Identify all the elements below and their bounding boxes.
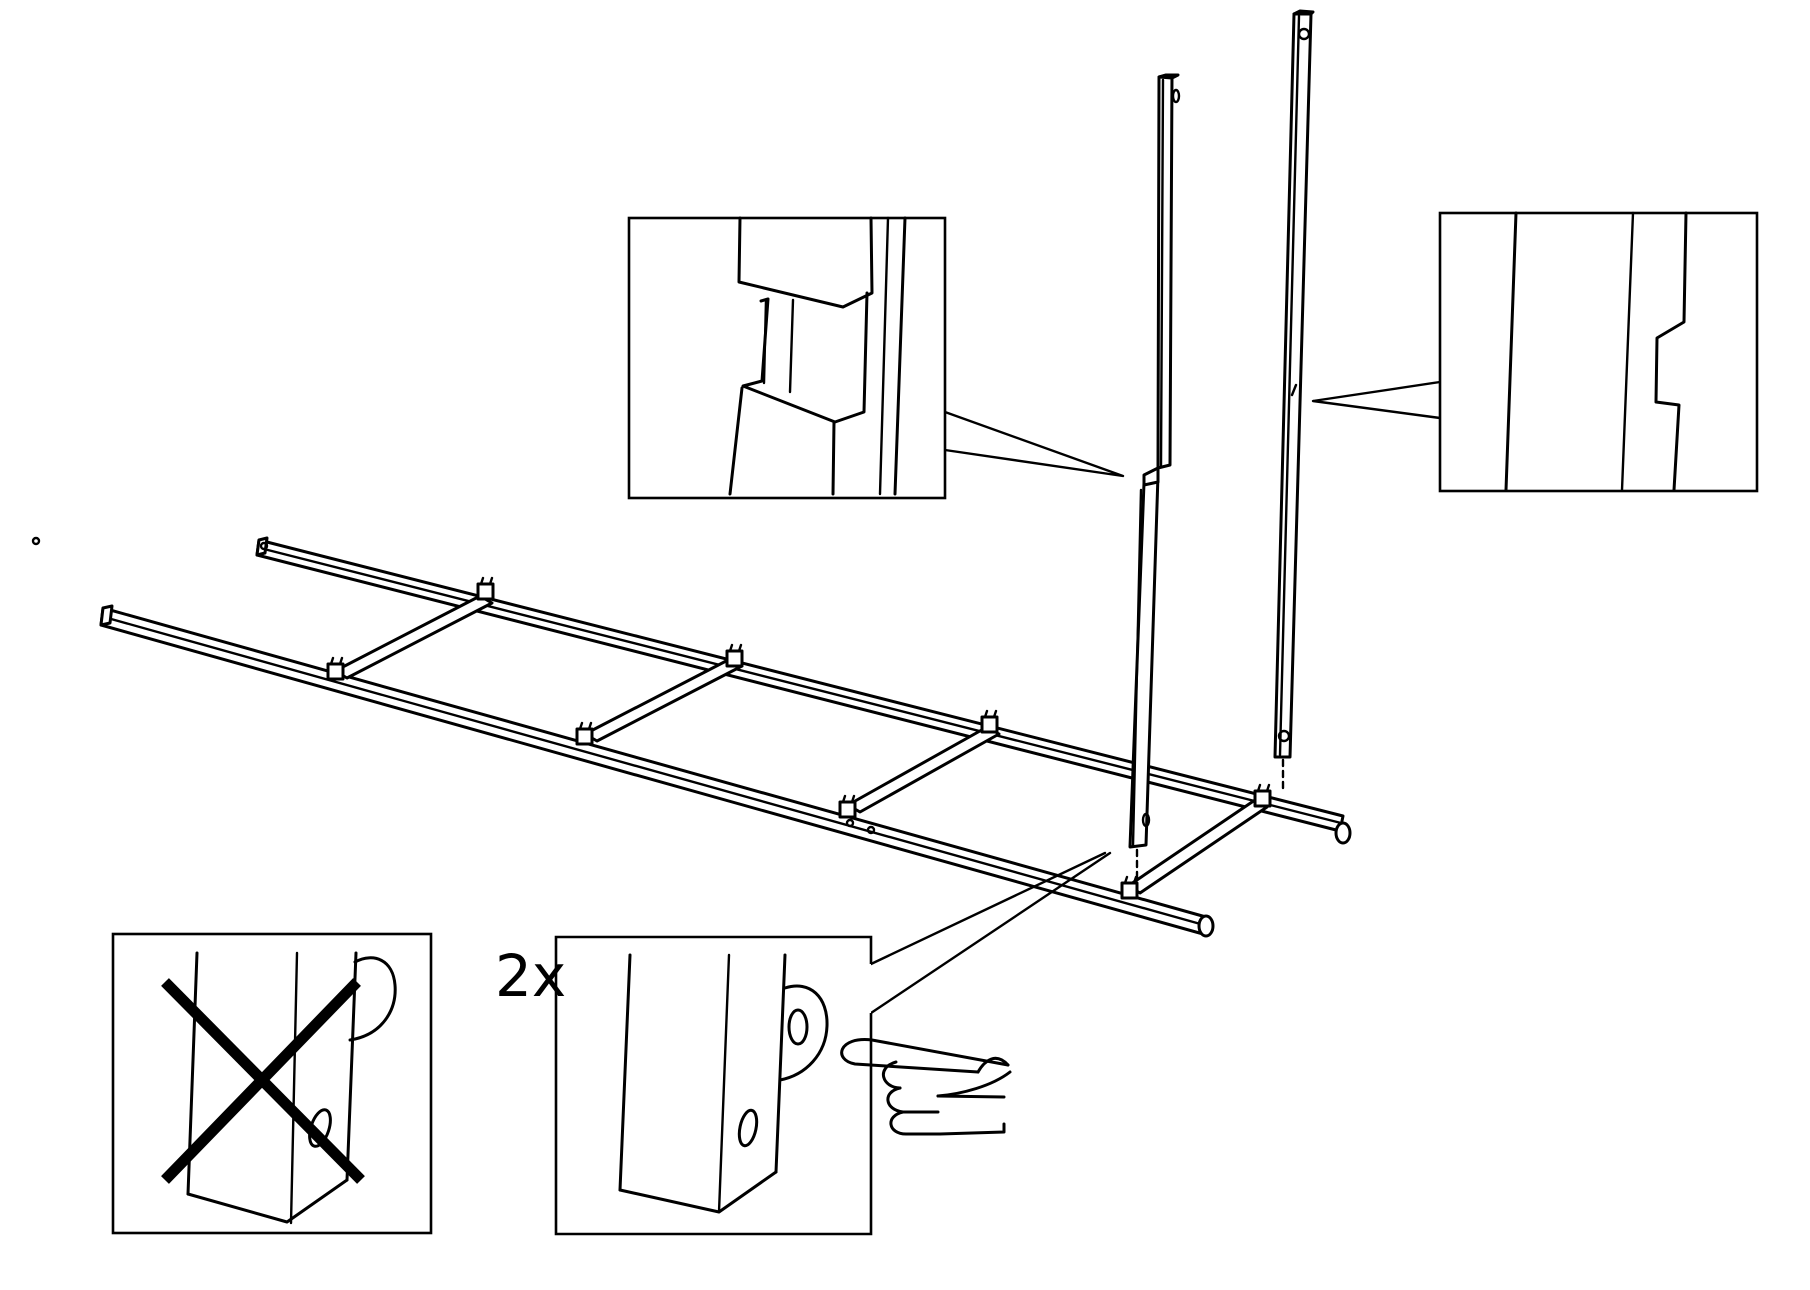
detail-frame bbox=[554, 935, 873, 1236]
bracket bbox=[1253, 783, 1272, 808]
bracket bbox=[980, 709, 999, 734]
right-upright-post bbox=[1273, 9, 1315, 792]
notch-closeup bbox=[1504, 211, 1688, 492]
connector-brackets bbox=[326, 576, 1272, 900]
callout-pointer bbox=[869, 851, 1112, 1015]
back-long-rail bbox=[255, 536, 1352, 845]
rail-end-cap bbox=[1197, 914, 1215, 938]
front-long-rail bbox=[99, 604, 1215, 938]
detail-frame bbox=[627, 216, 947, 500]
slot-joint-closeup bbox=[728, 216, 907, 496]
bracket bbox=[476, 576, 495, 601]
detail-frame bbox=[1438, 211, 1759, 493]
callout-pointer bbox=[1311, 380, 1442, 420]
cross-rungs bbox=[333, 594, 1269, 895]
pointing-hand-icon bbox=[840, 1038, 1012, 1136]
bracket bbox=[725, 643, 744, 668]
bracket bbox=[326, 656, 345, 681]
rail-end-cap bbox=[1334, 821, 1352, 845]
base-frame bbox=[99, 536, 1352, 938]
callout-pointer bbox=[943, 410, 1125, 478]
detail-correct-orientation: 2x bbox=[495, 851, 1112, 1236]
quantity-label: 2x bbox=[495, 942, 566, 1010]
post-correct-closeup bbox=[618, 953, 829, 1214]
bracket bbox=[838, 794, 857, 819]
bracket bbox=[575, 721, 594, 746]
callout-pointer bbox=[869, 851, 1107, 966]
detail-callout-slot-joint bbox=[627, 216, 1125, 500]
cross-x-icon bbox=[161, 978, 365, 1184]
detail-callout-notch bbox=[1311, 211, 1759, 493]
detail-incorrect-orientation bbox=[111, 932, 433, 1235]
bracket bbox=[1120, 875, 1139, 900]
stray-dot bbox=[31, 536, 41, 546]
left-upright-post bbox=[1128, 73, 1181, 882]
